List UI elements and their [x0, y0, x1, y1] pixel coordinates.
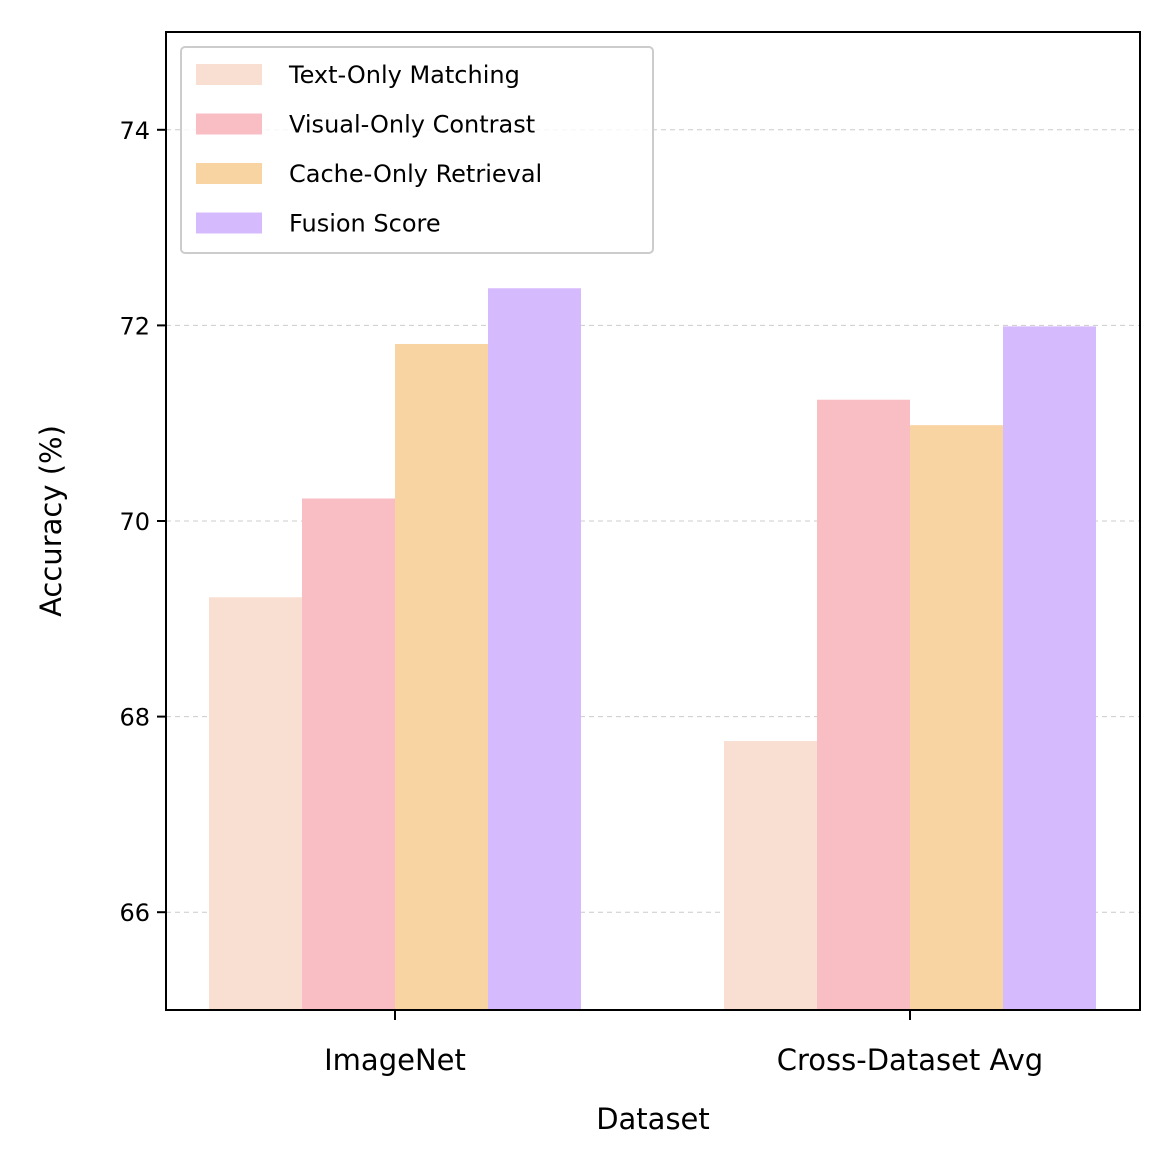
y-tick-label: 72 [119, 312, 150, 340]
bar-imagenet-visual-only-contrast [302, 498, 395, 1010]
x-tick-label: Cross-Dataset Avg [777, 1043, 1043, 1077]
y-tick-label: 70 [119, 508, 150, 536]
legend-swatch [196, 113, 262, 135]
y-tick-label: 66 [119, 899, 150, 927]
bar-imagenet-fusion-score [488, 288, 581, 1011]
bar-imagenet-text-only-matching [209, 597, 302, 1010]
legend: Text-Only Matching Visual-Only Contrast Ca… [180, 46, 654, 254]
x-tick-label: ImageNet [324, 1043, 466, 1077]
legend-label: Cache-Only Retrieval [289, 160, 542, 188]
legend-swatch [196, 212, 262, 234]
bar-cross-dataset-avg-cache-only-retrieval [910, 425, 1003, 1010]
legend-swatch [196, 163, 262, 184]
bar-cross-dataset-avg-fusion-score [1003, 326, 1096, 1010]
legend-label: Visual-Only Contrast [289, 111, 535, 139]
legend-label: Text-Only Matching [288, 61, 520, 89]
bar-cross-dataset-avg-text-only-matching [724, 741, 817, 1010]
y-tick-label: 74 [119, 117, 150, 145]
bar-imagenet-cache-only-retrieval [395, 343, 488, 1010]
axes: 66 68 70 72 74 ImageNet Cross-Dataset Avg [119, 117, 1043, 1077]
legend-label: Fusion Score [289, 210, 441, 238]
y-axis-title: Accuracy (%) [34, 425, 68, 617]
bar-cross-dataset-avg-visual-only-contrast [817, 399, 910, 1010]
y-tick-label: 68 [119, 704, 150, 732]
x-axis-title: Dataset [596, 1102, 710, 1136]
legend-swatch [196, 64, 262, 85]
bars [209, 288, 1096, 1011]
legend-frame [180, 46, 654, 254]
